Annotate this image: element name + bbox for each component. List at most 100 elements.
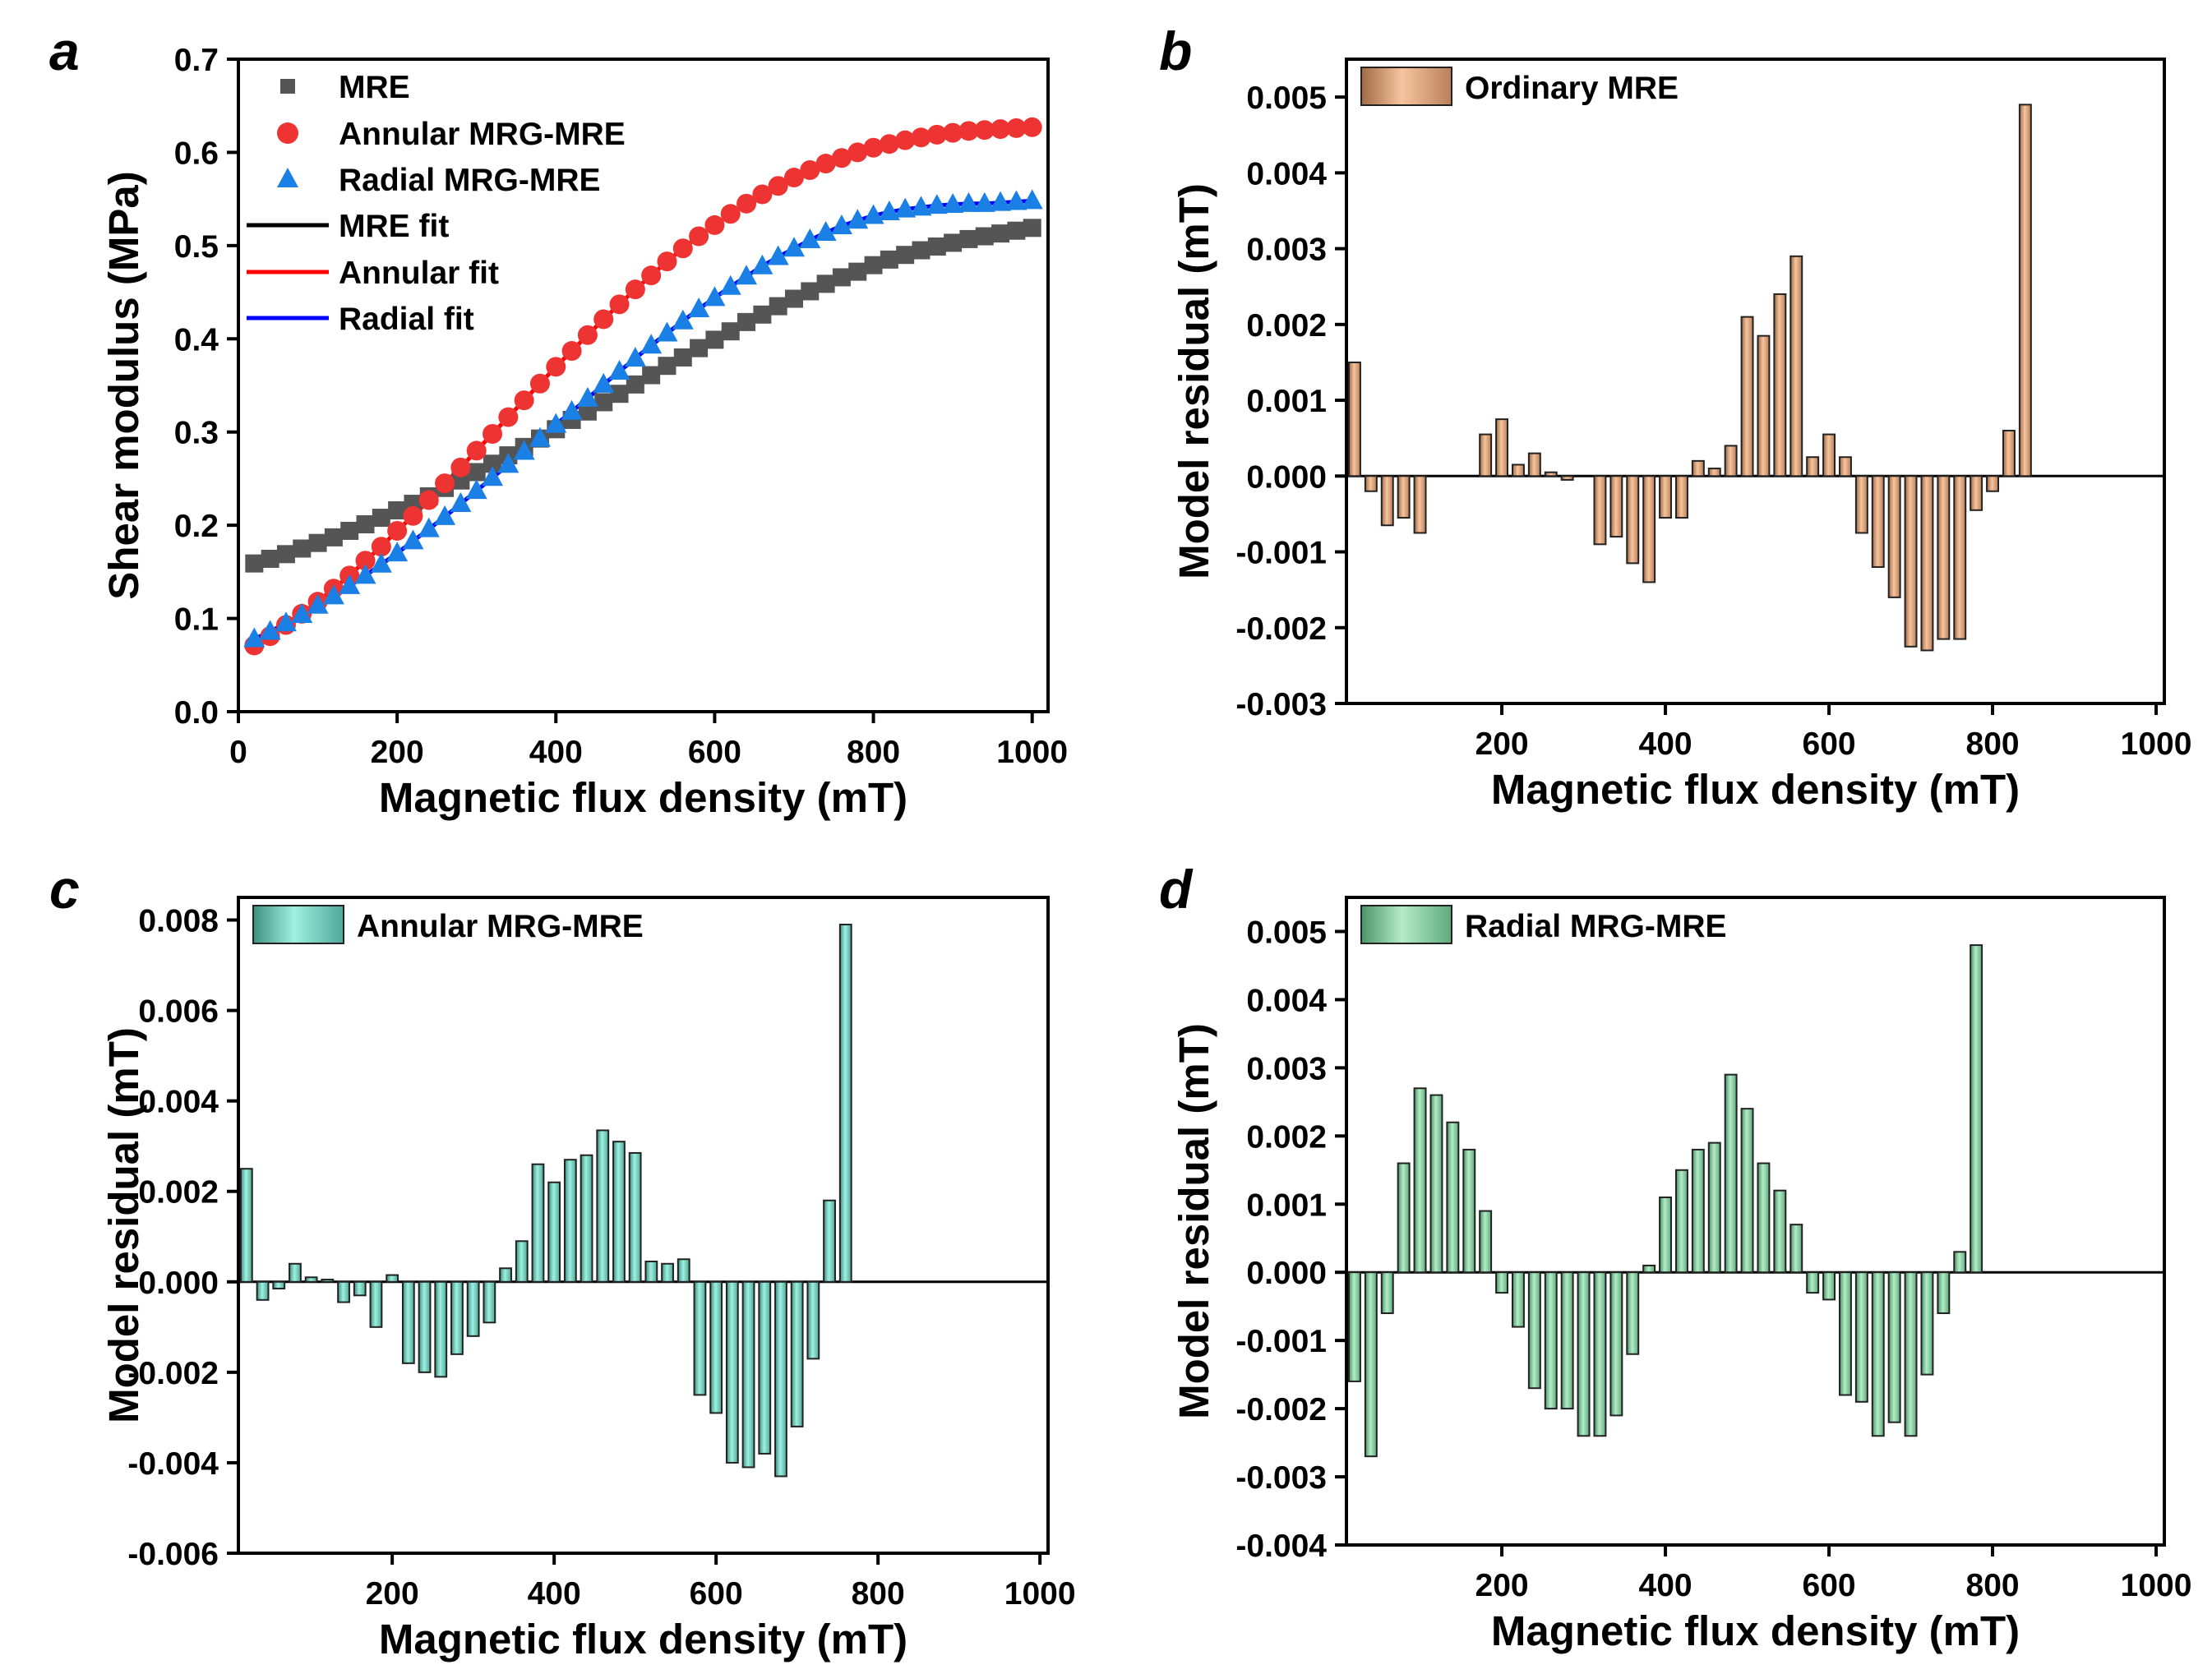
data-point (370, 552, 392, 573)
x-axis-title: Magnetic flux density (mT) (1491, 766, 2020, 813)
data-point (561, 399, 583, 420)
data-point (896, 246, 915, 265)
bar (483, 1280, 496, 1324)
bar (1544, 1271, 1558, 1410)
data-point (259, 620, 281, 640)
bar (1854, 475, 1868, 534)
x-tick-label: 0 (229, 735, 247, 770)
x-tick-label: 600 (1803, 1568, 1856, 1603)
data-point (514, 390, 534, 411)
data-point (497, 453, 520, 473)
bar (1920, 475, 1934, 652)
y-tick-label: -0.002 (1235, 611, 1327, 647)
data-point (912, 241, 931, 260)
data-point (356, 515, 375, 534)
data-point (1022, 117, 1042, 137)
data-point (467, 463, 486, 482)
data-point (832, 268, 851, 287)
y-tick-label: 0.005 (1246, 81, 1327, 116)
bar (1757, 1162, 1771, 1274)
bar (1789, 1224, 1803, 1274)
data-point (371, 537, 391, 557)
bar (1495, 1271, 1509, 1294)
bar (272, 1280, 286, 1290)
data-point (610, 385, 629, 404)
bar (758, 1280, 772, 1455)
y-tick-label: 0.002 (1246, 308, 1327, 344)
data-point (879, 134, 899, 154)
data-point (880, 250, 898, 269)
panel-c: c 200 400 600 800 1000 -0.006 -0.004 -0.002 0.000… (49, 859, 1076, 1662)
data-point (339, 574, 361, 594)
data-point (402, 529, 424, 550)
bar (1511, 1271, 1525, 1328)
data-point (641, 265, 662, 286)
bar (304, 1276, 318, 1283)
data-point (324, 528, 343, 546)
legend-swatch (252, 905, 344, 944)
bar (256, 1280, 270, 1301)
bar (353, 1280, 367, 1297)
bar (1380, 475, 1394, 527)
data-point (243, 627, 266, 648)
bar (289, 1262, 302, 1283)
bar (1479, 433, 1493, 477)
data-point (388, 500, 407, 519)
data-point (1005, 190, 1027, 210)
legend-label: Annular MRG-MRE (357, 909, 644, 944)
x-tick-label: 800 (1966, 726, 2020, 762)
data-point (689, 226, 709, 247)
bar (1544, 471, 1558, 477)
data-point (975, 227, 994, 246)
data-point (720, 204, 741, 224)
data-point (642, 366, 661, 385)
data-point (593, 309, 614, 330)
data-point (704, 286, 726, 307)
legend-marker (277, 122, 298, 144)
data-point (769, 297, 787, 316)
bar (1642, 475, 1656, 583)
bar (580, 1154, 593, 1283)
y-tick-label: 0.003 (1246, 1051, 1327, 1086)
bar (1380, 1271, 1394, 1314)
x-tick-label: 400 (1639, 726, 1692, 762)
bar (1887, 475, 1901, 598)
data-point (927, 237, 946, 256)
bar (1642, 1264, 1656, 1274)
bar (612, 1141, 626, 1283)
data-point (864, 256, 883, 274)
y-tick-label: 0.004 (138, 1085, 219, 1120)
data-point (767, 245, 789, 265)
y-tick-label: 0.008 (138, 904, 219, 939)
bar (1413, 475, 1427, 534)
y-tick-label: 0.000 (138, 1266, 219, 1301)
y-tick-label: -0.004 (127, 1446, 219, 1482)
bar (1691, 1148, 1705, 1274)
bar (1724, 1073, 1738, 1274)
bar (1806, 456, 1820, 477)
x-tick-label: 600 (1803, 726, 1856, 762)
data-point (450, 457, 471, 477)
data-point (1007, 221, 1026, 240)
bar (563, 1159, 577, 1283)
bar (1757, 334, 1771, 477)
data-point (816, 274, 835, 293)
bar (1953, 475, 1967, 640)
bar (1674, 475, 1688, 519)
bar (1740, 316, 1754, 477)
plot-frame (237, 896, 1050, 1555)
data-point (831, 148, 852, 168)
bar (774, 1280, 787, 1478)
data-point (926, 124, 947, 145)
bar (1413, 1087, 1427, 1274)
data-point (847, 142, 868, 163)
bar (1429, 1094, 1443, 1274)
bar (1397, 1162, 1411, 1274)
x-axis-title: Magnetic flux density (mT) (1491, 1607, 2020, 1654)
data-point (434, 505, 456, 525)
data-point (245, 554, 264, 573)
bar (790, 1280, 804, 1427)
bar (466, 1280, 480, 1337)
y-tick-label: -0.002 (127, 1356, 219, 1391)
data-point (768, 176, 788, 196)
